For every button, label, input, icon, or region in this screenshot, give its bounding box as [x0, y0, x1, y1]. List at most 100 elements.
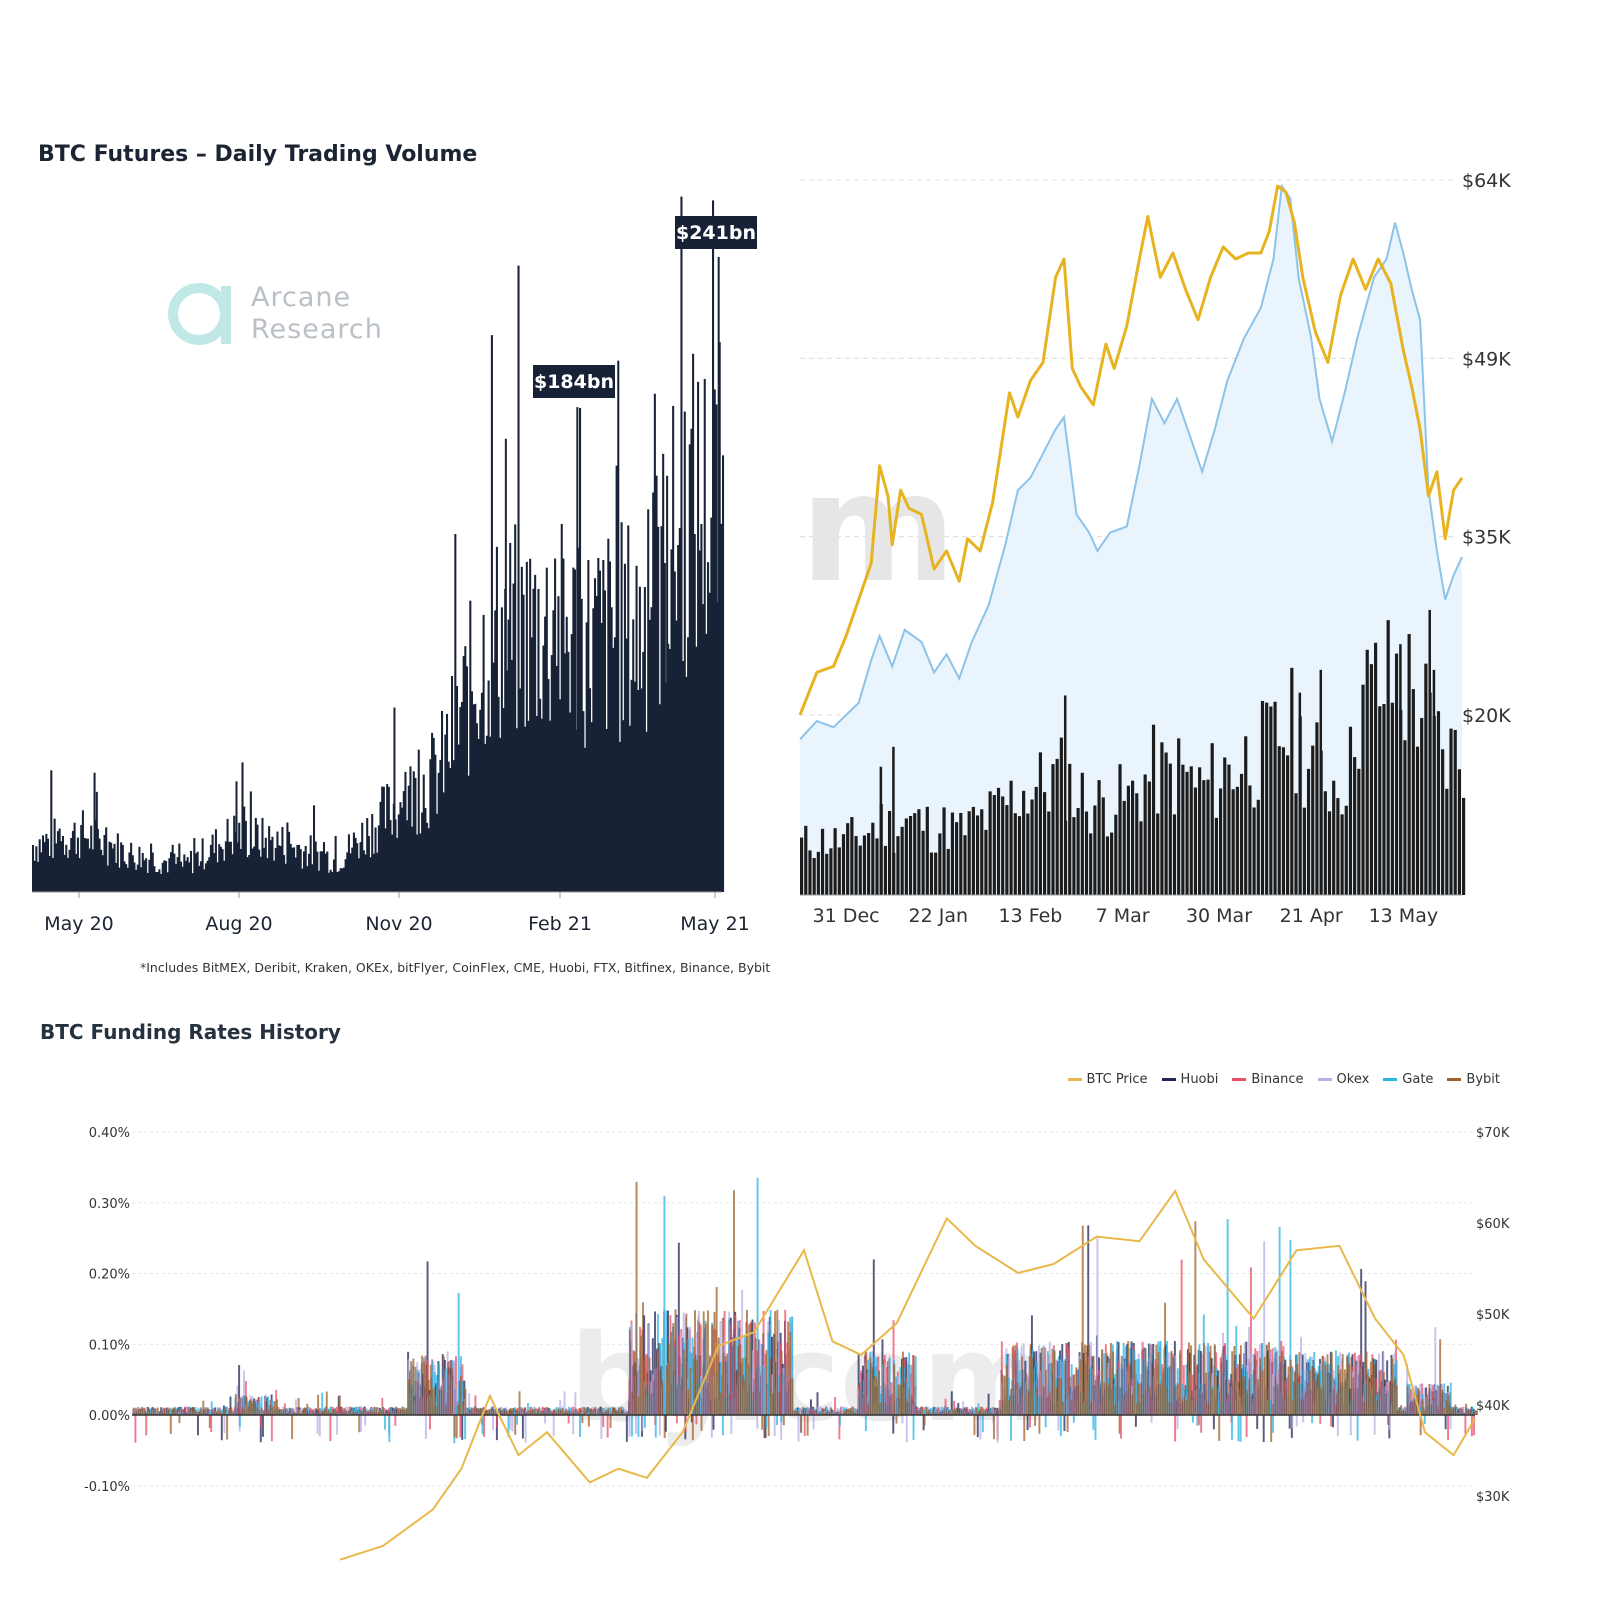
funding-bar: [1170, 1350, 1173, 1415]
legend-label: Bybit: [1466, 1072, 1500, 1087]
volume-bar: [76, 837, 79, 892]
legend-item[interactable]: Gate: [1383, 1072, 1433, 1087]
volume-bar: [620, 522, 623, 892]
volume-bar: [512, 583, 515, 892]
volume-bar: [484, 743, 487, 892]
funding-bar: [712, 1415, 715, 1430]
funding-bar: [1246, 1390, 1249, 1415]
price-volume-bar: [1248, 785, 1252, 895]
price-volume-bar: [1457, 769, 1461, 895]
funding-bar: [780, 1415, 783, 1423]
funding-bar: [782, 1374, 785, 1415]
funding-bar: [624, 1412, 627, 1415]
volume-bar: [495, 546, 498, 892]
legend-item[interactable]: BTC Price: [1067, 1072, 1148, 1087]
funding-bar: [319, 1408, 321, 1415]
funding-bar: [1055, 1387, 1058, 1415]
volume-bar: [248, 855, 251, 892]
funding-bar: [1124, 1346, 1127, 1415]
funding-bar: [1134, 1415, 1137, 1427]
volume-bar: [469, 600, 472, 892]
funding-bar: [685, 1313, 688, 1415]
legend-item[interactable]: Bybit: [1447, 1072, 1500, 1087]
funding-bar: [1300, 1398, 1303, 1415]
funding-bar: [752, 1350, 754, 1415]
funding-bar: [882, 1359, 885, 1415]
volume-bar: [552, 610, 555, 892]
legend-item[interactable]: Okex: [1317, 1072, 1369, 1087]
funding-bar: [776, 1415, 779, 1426]
price-volume-bar: [1126, 785, 1130, 895]
funding-bar: [1352, 1377, 1355, 1415]
funding-bar: [1082, 1352, 1085, 1415]
price-volume-bar: [1311, 745, 1315, 895]
funding-bar: [996, 1415, 999, 1443]
volume-bar: [70, 837, 73, 892]
funding-bar: [658, 1415, 661, 1436]
volume-bar: [41, 835, 45, 892]
funding-bar: [789, 1332, 792, 1415]
volume-bar: [98, 838, 101, 892]
funding-bar: [618, 1407, 621, 1415]
volume-bar: [396, 837, 399, 892]
funding-bar: [1077, 1385, 1080, 1415]
volume-bar: [206, 860, 209, 892]
volume-bar: [344, 859, 347, 892]
price-volume-bar: [1034, 786, 1038, 895]
funding-bar: [1192, 1397, 1195, 1415]
volume-bar: [693, 534, 696, 892]
funding-bar: [1348, 1363, 1351, 1415]
funding-bar: [150, 1412, 153, 1415]
legend-item[interactable]: Binance: [1232, 1072, 1304, 1087]
volume-bar: [254, 817, 257, 892]
funding-bar: [1326, 1354, 1329, 1415]
volume-bar: [121, 844, 124, 892]
funding-bar: [803, 1415, 806, 1436]
funding-bar: [278, 1408, 281, 1415]
funding-bar: [1094, 1380, 1097, 1415]
volume-bar: [108, 841, 111, 892]
watermark-text: Arcane Research: [251, 282, 383, 345]
funding-bar: [776, 1309, 779, 1415]
funding-bar: [1283, 1364, 1286, 1415]
funding-bar: [1385, 1393, 1387, 1415]
funding-bar: [696, 1359, 699, 1415]
volume-bar: [399, 802, 402, 892]
price-volume-bar: [988, 791, 992, 895]
funding-bar: [710, 1415, 713, 1438]
funding-bar: [1449, 1415, 1452, 1430]
funding-bar: [929, 1408, 932, 1415]
funding-bar: [602, 1415, 605, 1428]
funding-bar: [1233, 1346, 1236, 1415]
volume-bar: [645, 731, 648, 892]
volume-bar: [397, 814, 400, 892]
funding-bar: [707, 1310, 709, 1415]
volume-bar: [347, 834, 350, 892]
volume-bar: [128, 852, 131, 892]
funding-bar: [444, 1368, 447, 1415]
funding-bar: [479, 1408, 482, 1415]
legend-item[interactable]: Huobi: [1161, 1072, 1218, 1087]
volume-bar: [279, 846, 282, 892]
funding-bar: [872, 1259, 875, 1415]
funding-bar: [577, 1411, 580, 1415]
funding-bar: [1190, 1345, 1193, 1415]
funding-bar: [1386, 1390, 1389, 1415]
volume-bar: [542, 645, 545, 892]
funding-bar: [1287, 1366, 1290, 1415]
funding-bar: [1198, 1388, 1201, 1415]
volume-bar: [116, 833, 119, 892]
funding-bar: [392, 1408, 395, 1415]
funding-bar: [366, 1411, 369, 1415]
funding-bar: [1402, 1409, 1405, 1415]
funding-bar: [635, 1181, 638, 1415]
funding-bar: [490, 1408, 493, 1415]
volume-bar: [304, 845, 307, 892]
funding-bar: [1096, 1238, 1099, 1415]
funding-bar: [388, 1411, 391, 1415]
funding-bar: [1259, 1357, 1262, 1415]
funding-bar: [375, 1407, 378, 1415]
funding-bar: [1099, 1388, 1102, 1415]
funding-bar: [495, 1415, 498, 1441]
